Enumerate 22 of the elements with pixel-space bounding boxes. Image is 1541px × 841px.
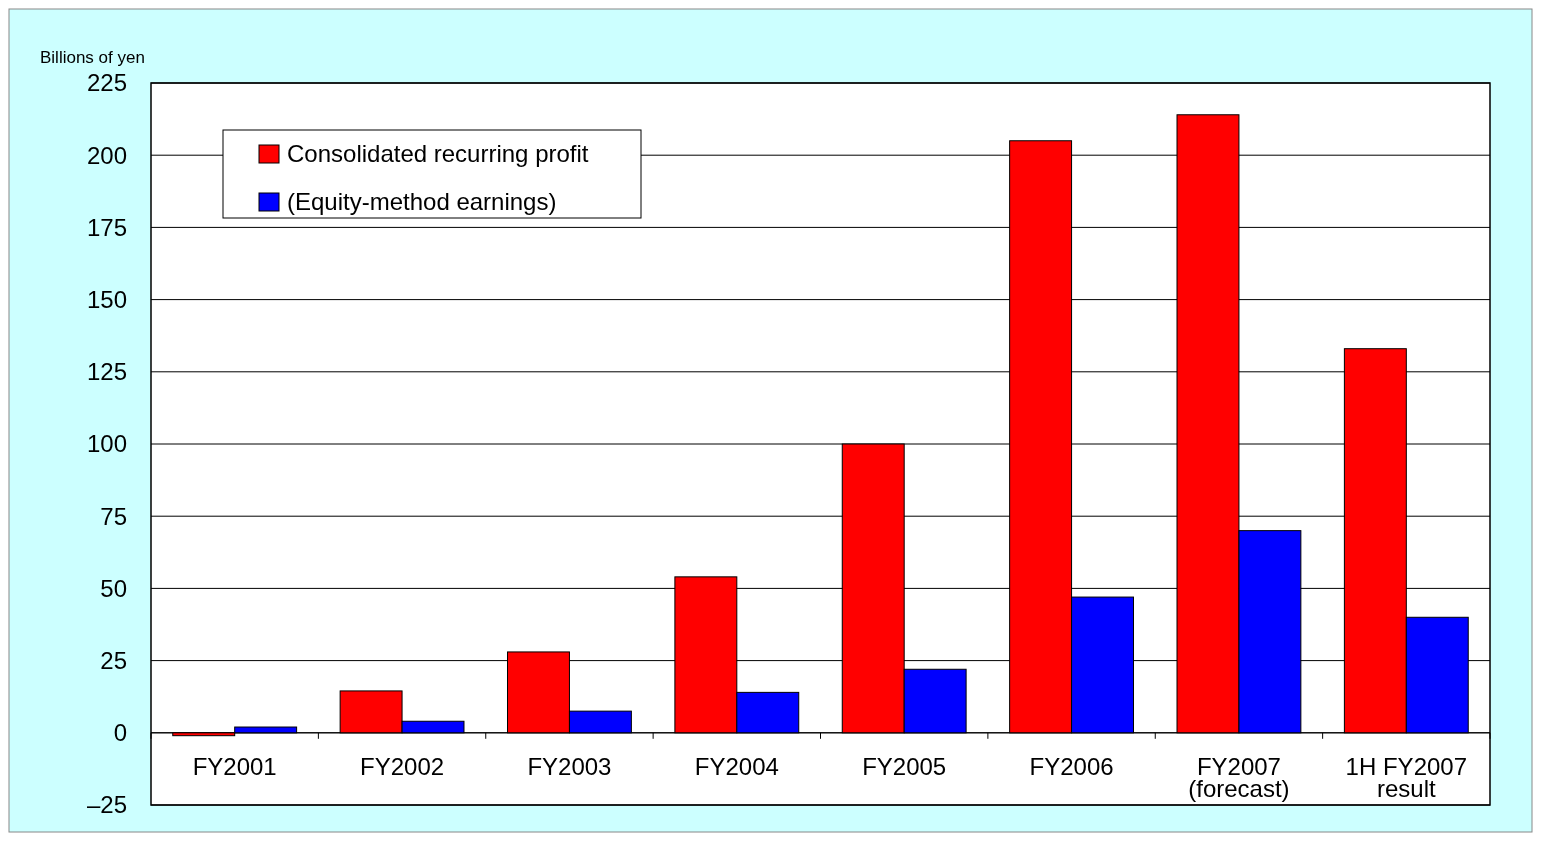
x-tick-label: 1H FY2007 result — [1345, 752, 1468, 802]
y-axis-title: Billions of yen — [40, 48, 145, 67]
x-tick-label: FY2004 — [694, 752, 779, 780]
x-tick-label: FY2005 — [862, 752, 947, 780]
legend-label: Consolidated recurring profit — [287, 140, 589, 168]
y-tick-label: 225 — [86, 69, 127, 97]
x-tick-label: FY2001 — [192, 752, 277, 780]
x-tick-label: FY2003 — [527, 752, 612, 780]
y-tick-label: 150 — [86, 286, 127, 313]
legend-label: (Equity-method earnings) — [287, 188, 557, 216]
y-tick-label: 75 — [100, 502, 127, 530]
y-tick-label: 50 — [100, 574, 127, 602]
x-tick-label: FY2002 — [360, 752, 445, 780]
y-tick-label: 125 — [86, 358, 127, 386]
y-tick-label: 175 — [86, 213, 127, 241]
x-tick-label: FY2007 (forecast) — [1188, 752, 1290, 802]
y-tick-label: 200 — [86, 141, 127, 169]
x-tick-label: FY2006 — [1029, 752, 1114, 780]
y-tick-label: 0 — [113, 719, 127, 747]
y-tick-label: –25 — [86, 791, 127, 819]
y-tick-label: 100 — [86, 430, 127, 458]
y-tick-label: 25 — [100, 647, 127, 674]
